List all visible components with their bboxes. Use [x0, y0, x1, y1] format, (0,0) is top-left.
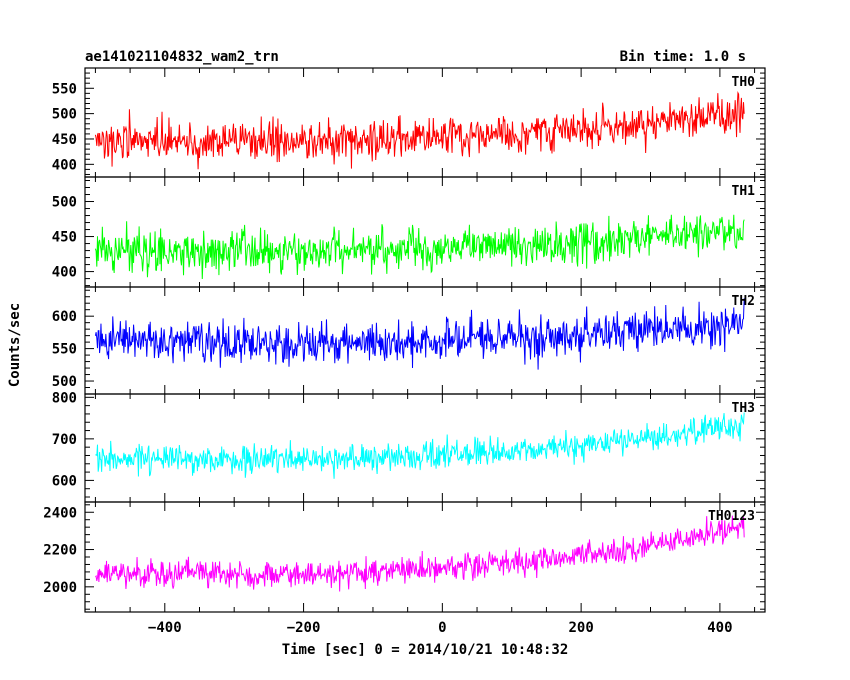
y-tick-label: 400: [52, 157, 77, 173]
series-line-th2: [94, 298, 745, 370]
figure-title: ae141021104832_wam2_trn: [85, 49, 279, 65]
y-tick-label: 600: [52, 473, 77, 489]
series-line-th0: [94, 91, 745, 170]
panel-th1: 400 450 500 TH1: [52, 176, 766, 288]
x-axis-ticks: −400 −200 0 200 400: [148, 620, 733, 636]
y-tick-label: 400: [52, 265, 77, 281]
y-tick-label: 800: [52, 390, 77, 406]
x-tick-label: 200: [568, 620, 593, 636]
y-tick-label: 500: [52, 195, 77, 211]
panel-label: TH2: [732, 294, 755, 309]
y-tick-label: 2200: [43, 543, 77, 559]
series-line-th1: [94, 214, 745, 280]
panel-th0123: 2000 2200 2400 TH0123: [43, 501, 766, 613]
panel-th0: 400 450 500 550 TH0: [52, 67, 766, 178]
x-tick-label: 400: [707, 620, 732, 636]
series-line-th3: [95, 412, 745, 479]
panel-frame: [84, 67, 766, 178]
x-tick-label: −200: [287, 620, 321, 636]
y-tick-label: 500: [52, 374, 77, 390]
y-tick-label: 600: [52, 309, 77, 325]
x-tick-label: 0: [438, 620, 446, 636]
panel-th2: 500 550 600 TH2: [52, 286, 766, 395]
y-tick-label: 450: [52, 132, 77, 148]
series-line-th0123: [95, 515, 745, 592]
y-tick-label: 2400: [43, 505, 77, 521]
panels-group: 400 450 500 550 TH0 400 450 500 TH1 500 550 600 TH2 6…: [43, 67, 766, 636]
y-axis-title: Counts/sec: [7, 303, 23, 387]
bin-time-label: Bin time: 1.0 s: [620, 49, 746, 65]
panel-label: TH0: [732, 75, 756, 90]
y-tick-label: 700: [52, 432, 77, 448]
panel-label: TH0123: [708, 509, 755, 524]
y-tick-label: 550: [52, 342, 77, 358]
x-tick-label: −400: [148, 620, 182, 636]
panel-label: TH1: [732, 184, 756, 199]
panel-label: TH3: [732, 401, 755, 416]
y-tick-label: 450: [52, 230, 77, 246]
y-tick-label: 2000: [43, 580, 77, 596]
panel-th3: 600 700 800 TH3: [52, 390, 766, 503]
panel-frame: [84, 501, 766, 613]
y-tick-label: 500: [52, 107, 77, 123]
x-axis-title: Time [sec] 0 = 2014/10/21 10:48:32: [282, 642, 569, 658]
y-tick-label: 550: [52, 81, 77, 97]
